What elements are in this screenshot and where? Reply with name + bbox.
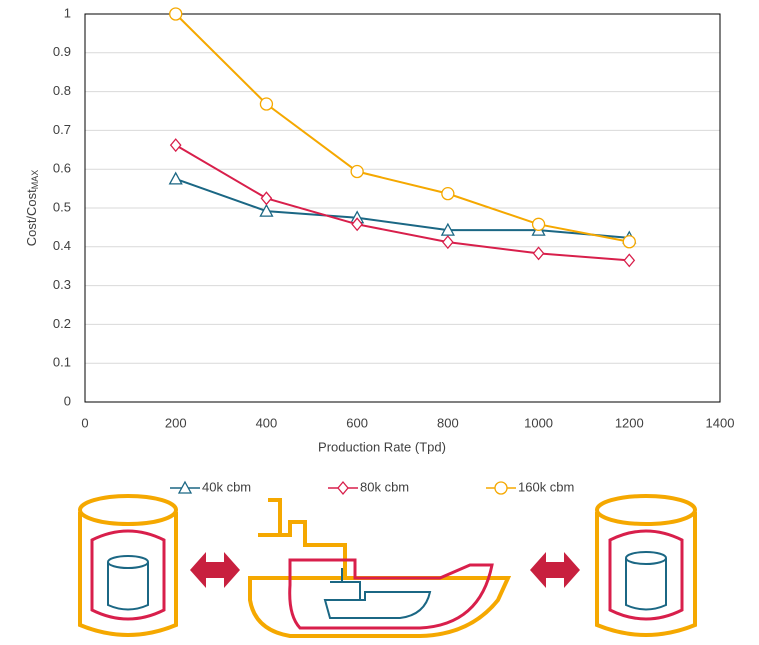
y-tick-label: 0.5 [53, 199, 71, 214]
y-tick-label: 0.8 [53, 83, 71, 98]
marker [170, 8, 182, 20]
y-tick-label: 0.6 [53, 161, 71, 176]
x-tick-label: 1000 [524, 415, 553, 430]
x-tick-label: 200 [165, 415, 187, 430]
x-tick-label: 800 [437, 415, 459, 430]
x-tick-label: 1400 [706, 415, 735, 430]
marker [533, 218, 545, 230]
x-tick-label: 400 [256, 415, 278, 430]
tank-core-top [108, 556, 148, 568]
y-tick-label: 0.3 [53, 277, 71, 292]
x-axis-label: Production Rate (Tpd) [318, 439, 446, 454]
plot-area: 0 0.1 0.2 0.3 0.4 0.5 0.6 0.7 0.8 0.9 1 0 200 400 600 8… [53, 5, 735, 430]
x-tick-label: 1200 [615, 415, 644, 430]
legend-label: 80k cbm [360, 479, 409, 494]
legend-label: 160k cbm [518, 479, 574, 494]
tank-core [108, 562, 148, 610]
ship-core [325, 568, 430, 618]
tank-top [597, 496, 695, 524]
tank-inner [610, 531, 682, 619]
chart: Cost/CostMAX Production Rate (Tpd) 00.10… [0, 0, 759, 640]
y-axis-label-subscript: MAX [30, 170, 40, 190]
tank-inner [92, 531, 164, 619]
legend: 40k cbm 80k cbm 160k cbm [170, 479, 574, 494]
tank-core [626, 558, 666, 610]
tank-top [80, 496, 176, 524]
x-tick-label: 600 [346, 415, 368, 430]
y-tick-label: 0.4 [53, 238, 71, 253]
legend-marker [495, 482, 507, 494]
y-tick-label: 0.2 [53, 316, 71, 331]
y-tick-label: 1 [64, 5, 71, 20]
marker [623, 236, 635, 248]
y-tick-label: 0.1 [53, 355, 71, 370]
y-tick-label: 0.9 [53, 44, 71, 59]
y-axis-label: Cost/CostMAX [24, 170, 40, 247]
x-tick-label: 0 [81, 415, 88, 430]
ship-superstructure [258, 500, 345, 578]
arrow [530, 552, 580, 588]
marker [171, 139, 181, 151]
y-tick-label: 0 [64, 393, 71, 408]
marker [351, 166, 363, 178]
marker [442, 188, 454, 200]
tank-core-top [626, 552, 666, 564]
y-tick-label: 0.7 [53, 122, 71, 137]
arrow [190, 552, 240, 588]
illustration [80, 496, 695, 636]
marker [624, 254, 634, 266]
marker [261, 192, 271, 204]
y-axis-label-main: Cost/Cost [24, 189, 39, 246]
marker [170, 173, 182, 184]
marker [534, 247, 544, 259]
legend-marker [338, 482, 348, 494]
legend-label: 40k cbm [202, 479, 251, 494]
marker [260, 98, 272, 110]
